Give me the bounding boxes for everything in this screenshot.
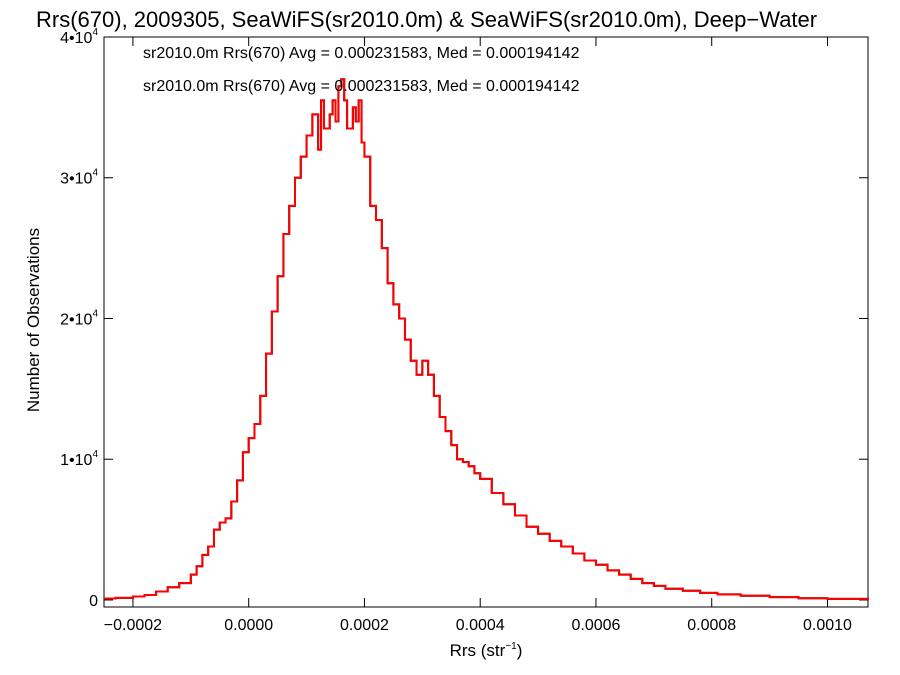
- legend-entry-red: sr2010.0m Rrs(670) Avg = 0.000231583, Me…: [143, 78, 580, 95]
- histogram-series-black-step-line: [104, 78, 869, 600]
- chart-title: Rrs(670), 2009305, SeaWiFS(sr2010.0m) & …: [36, 7, 817, 32]
- y-tick-label-exponent: 4: [92, 449, 98, 460]
- legend: sr2010.0m Rrs(670) Avg = 0.000231583, Me…: [143, 45, 580, 95]
- x-tick-label: 0.0008: [687, 617, 736, 634]
- plot-frame: [103, 36, 869, 608]
- x-tick-label: 0.0006: [572, 617, 621, 634]
- y-tick-label: 1•104: [60, 449, 98, 469]
- x-axis-label-exponent: −1: [505, 641, 517, 652]
- y-tick-label-exponent: 4: [92, 27, 98, 38]
- y-tick-label: 4•104: [60, 27, 98, 47]
- x-axis-label: Rrs (str−1): [450, 641, 523, 660]
- legend-entry-black: sr2010.0m Rrs(670) Avg = 0.000231583, Me…: [143, 45, 580, 62]
- y-tick-label: 2•104: [60, 308, 98, 328]
- y-tick-label-exponent: 4: [92, 168, 98, 179]
- x-tick-label: −0.0002: [104, 617, 162, 634]
- y-tick-label: 3•104: [60, 168, 98, 188]
- x-tick-label: 0.0002: [340, 617, 389, 634]
- y-axis-label: Number of Observations: [24, 228, 43, 412]
- x-tick-label: 0.0004: [456, 617, 505, 634]
- y-tick-label: 0: [89, 593, 98, 610]
- x-tick-label: 0.0000: [224, 617, 273, 634]
- histogram-series-red-step-line: [104, 78, 869, 600]
- x-axis-label-tail: ): [517, 641, 523, 660]
- y-axis-ticks: 0 1•104 2•104 3•104 4•104: [60, 27, 868, 610]
- y-tick-label-exponent: 4: [92, 308, 98, 319]
- x-axis-ticks: −0.0002 0.0000 0.0002 0.0004 0.0006 0.0008 0.0…: [104, 37, 852, 634]
- x-tick-label: 0.0010: [803, 617, 852, 634]
